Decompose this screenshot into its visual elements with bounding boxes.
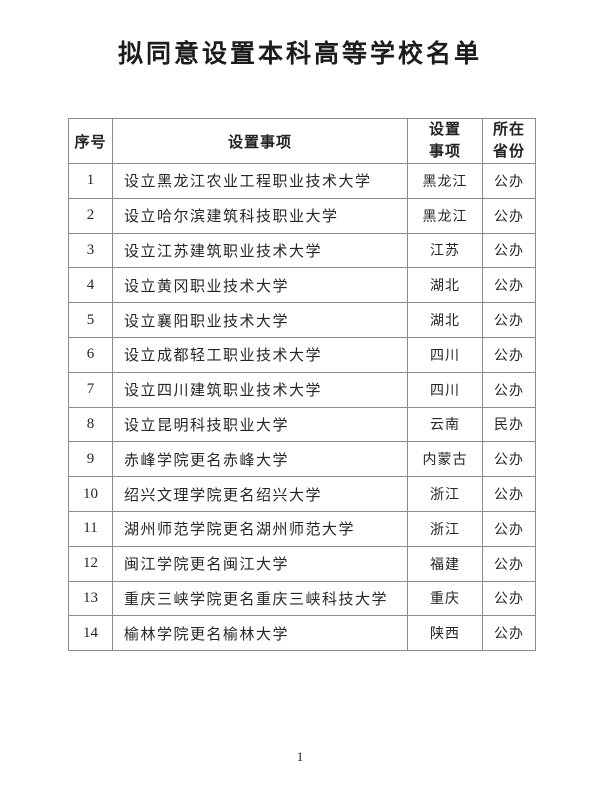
setup-item: 重庆三峡学院更名重庆三峡科技大学 [112, 580, 408, 617]
header-row: 序号 设置事项 设置 事项 所在 省份 [68, 118, 536, 164]
school-type: 公办 [482, 580, 536, 617]
province: 江苏 [407, 232, 483, 269]
table-body: 1 设立黑龙江农业工程职业技术大学 黑龙江 公办 2 设立哈尔滨建筑科技职业大学… [68, 163, 536, 652]
school-type: 公办 [482, 232, 536, 269]
province: 湖北 [407, 302, 483, 338]
setup-item: 设立四川建筑职业技术大学 [112, 371, 408, 408]
province: 黑龙江 [407, 163, 483, 199]
table-row: 10 绍兴文理学院更名绍兴大学 浙江 公办 [68, 476, 536, 512]
header-setup-item-province: 设置 事项 [407, 118, 483, 164]
table-row: 12 闽江学院更名闽江大学 福建 公办 [68, 545, 536, 582]
table-row: 3 设立江苏建筑职业技术大学 江苏 公办 [68, 232, 536, 269]
table-row: 5 设立襄阳职业技术大学 湖北 公办 [68, 302, 536, 338]
province: 浙江 [407, 476, 483, 512]
row-number: 7 [68, 371, 113, 408]
school-type: 公办 [482, 441, 536, 478]
setup-item: 设立成都轻工职业技术大学 [112, 336, 408, 373]
province: 湖北 [407, 267, 483, 304]
row-number: 1 [68, 163, 113, 199]
school-type: 公办 [482, 476, 536, 512]
row-number: 3 [68, 232, 113, 269]
school-type: 公办 [482, 336, 536, 373]
province: 重庆 [407, 580, 483, 617]
table-row: 6 设立成都轻工职业技术大学 四川 公办 [68, 336, 536, 373]
school-type: 公办 [482, 197, 536, 234]
table-row: 13 重庆三峡学院更名重庆三峡科技大学 重庆 公办 [68, 580, 536, 617]
table-row: 2 设立哈尔滨建筑科技职业大学 黑龙江 公办 [68, 197, 536, 234]
page-number: 1 [296, 749, 304, 764]
setup-item: 湖州师范学院更名湖州师范大学 [112, 510, 408, 547]
province: 内蒙古 [407, 441, 483, 478]
header-seq-number: 序号 [68, 118, 113, 164]
school-type: 公办 [482, 615, 536, 652]
setup-item: 绍兴文理学院更名绍兴大学 [112, 476, 408, 512]
province: 四川 [407, 371, 483, 408]
header-setup-item: 设置事项 [112, 118, 408, 164]
row-number: 11 [68, 510, 113, 547]
row-number: 10 [68, 476, 113, 512]
row-number: 12 [68, 545, 113, 582]
row-number: 14 [68, 615, 113, 652]
row-number: 2 [68, 197, 113, 234]
province: 浙江 [407, 510, 483, 547]
province: 福建 [407, 545, 483, 582]
setup-item: 赤峰学院更名赤峰大学 [112, 441, 408, 478]
table-row: 9 赤峰学院更名赤峰大学 内蒙古 公办 [68, 441, 536, 478]
table-row: 1 设立黑龙江农业工程职业技术大学 黑龙江 公办 [68, 163, 536, 199]
table-row: 11 湖州师范学院更名湖州师范大学 浙江 公办 [68, 510, 536, 547]
setup-item: 设立黄冈职业技术大学 [112, 267, 408, 304]
province: 云南 [407, 406, 483, 443]
school-type: 公办 [482, 163, 536, 199]
setup-item: 榆林学院更名榆林大学 [112, 615, 408, 652]
school-type: 民办 [482, 406, 536, 443]
school-type: 公办 [482, 545, 536, 582]
province: 黑龙江 [407, 197, 483, 234]
header-location-province: 所在 省份 [482, 118, 536, 164]
setup-item: 设立哈尔滨建筑科技职业大学 [112, 197, 408, 234]
school-type: 公办 [482, 510, 536, 547]
setup-item: 设立昆明科技职业大学 [112, 406, 408, 443]
setup-item: 设立江苏建筑职业技术大学 [112, 232, 408, 269]
universities-table: 序号 设置事项 设置 事项 所在 省份 1 设立黑龙江农业工程职业技术大学 黑龙… [68, 118, 536, 652]
school-type: 公办 [482, 371, 536, 408]
table-row: 7 设立四川建筑职业技术大学 四川 公办 [68, 371, 536, 408]
table-header: 序号 设置事项 设置 事项 所在 省份 [68, 118, 536, 164]
school-type: 公办 [482, 302, 536, 338]
province: 陕西 [407, 615, 483, 652]
row-number: 8 [68, 406, 113, 443]
row-number: 5 [68, 302, 113, 338]
table-row: 14 榆林学院更名榆林大学 陕西 公办 [68, 615, 536, 652]
document-title: 拟同意设置本科高等学校名单 [117, 39, 482, 68]
row-number: 4 [68, 267, 113, 304]
setup-item: 设立黑龙江农业工程职业技术大学 [112, 163, 408, 199]
table-row: 8 设立昆明科技职业大学 云南 民办 [68, 406, 536, 443]
province: 四川 [407, 336, 483, 373]
table-row: 4 设立黄冈职业技术大学 湖北 公办 [68, 267, 536, 304]
school-type: 公办 [482, 267, 536, 304]
setup-item: 闽江学院更名闽江大学 [112, 545, 408, 582]
row-number: 9 [68, 441, 113, 478]
setup-item: 设立襄阳职业技术大学 [112, 302, 408, 338]
row-number: 13 [68, 580, 113, 617]
row-number: 6 [68, 336, 113, 373]
